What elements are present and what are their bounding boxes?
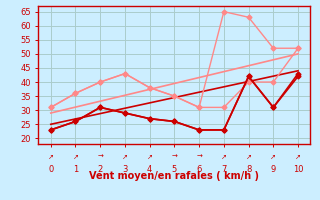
- Text: ↗: ↗: [122, 154, 128, 160]
- Text: 7: 7: [221, 165, 227, 174]
- Text: →: →: [97, 154, 103, 160]
- Text: 2: 2: [98, 165, 103, 174]
- Text: 0: 0: [48, 165, 53, 174]
- Text: ↗: ↗: [73, 154, 78, 160]
- Text: 9: 9: [271, 165, 276, 174]
- Text: 6: 6: [196, 165, 202, 174]
- Text: 10: 10: [293, 165, 303, 174]
- Text: ↗: ↗: [246, 154, 252, 160]
- Text: ↗: ↗: [48, 154, 54, 160]
- X-axis label: Vent moyen/en rafales ( km/h ): Vent moyen/en rafales ( km/h ): [89, 171, 260, 181]
- Text: ↗: ↗: [295, 154, 301, 160]
- Text: 4: 4: [147, 165, 152, 174]
- Text: 5: 5: [172, 165, 177, 174]
- Text: →: →: [172, 154, 177, 160]
- Text: 8: 8: [246, 165, 251, 174]
- Text: 3: 3: [122, 165, 128, 174]
- Text: 1: 1: [73, 165, 78, 174]
- Text: ↗: ↗: [270, 154, 276, 160]
- Text: ↗: ↗: [221, 154, 227, 160]
- Text: →: →: [196, 154, 202, 160]
- Text: ↗: ↗: [147, 154, 153, 160]
